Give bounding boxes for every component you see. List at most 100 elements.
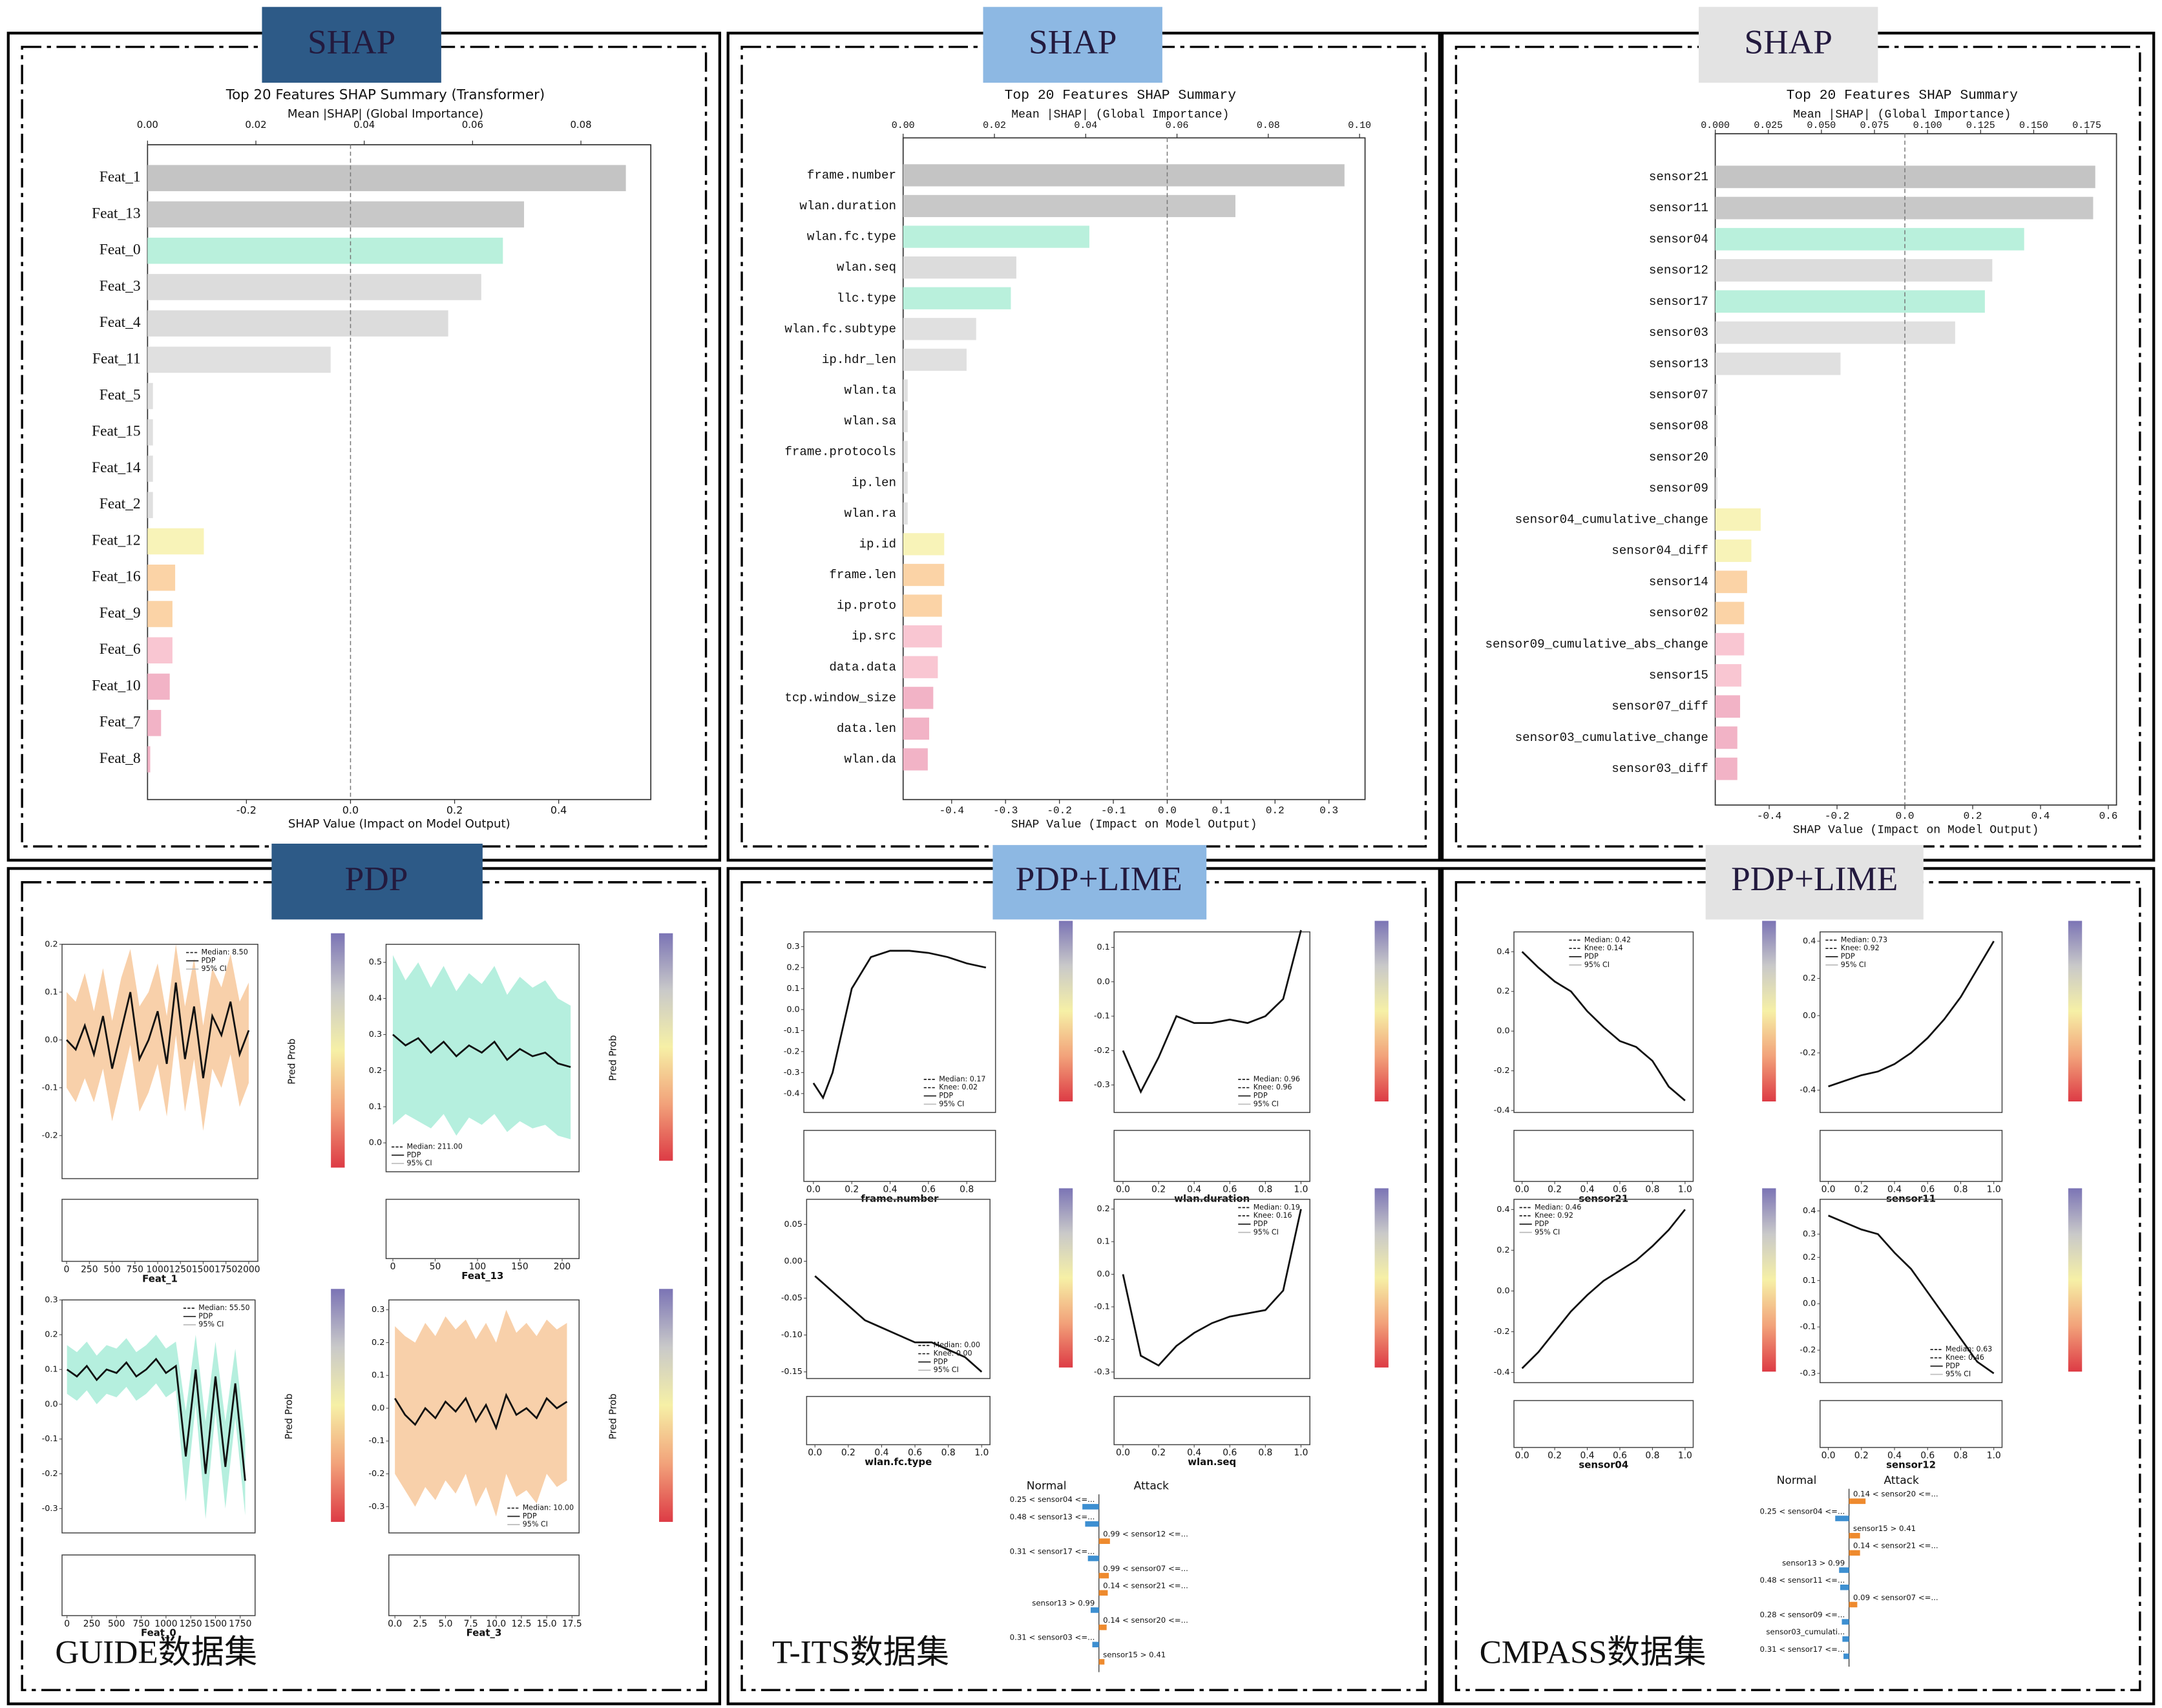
lime-condition: 0.31 < sensor17 <=... [1010, 1547, 1095, 1556]
category-label: sensor11 [1649, 201, 1708, 215]
bottom-tick-label: 0.4 [551, 804, 567, 816]
bar [147, 419, 153, 446]
bar [903, 533, 945, 556]
x-tick-label: 10.0 [486, 1619, 506, 1629]
bar [903, 656, 938, 678]
y-tick-label: 0.1 [369, 1102, 382, 1112]
x-axis-label: SHAP Value (Impact on Model Output) [288, 817, 510, 831]
bottom-tick-label: -0.3 [993, 805, 1018, 817]
x-tick-label: 500 [103, 1264, 120, 1275]
bar [147, 455, 153, 482]
lime-bar [1849, 1601, 1858, 1608]
x-tick-label: 0.8 [1953, 1185, 1968, 1195]
y-tick-label: 0.3 [372, 1305, 384, 1315]
y-tick-label: -0.1 [1094, 1302, 1110, 1311]
x-tick-label: 1500 [192, 1264, 215, 1275]
y-tick-label: -0.3 [42, 1504, 58, 1514]
lime-bar [1843, 1653, 1849, 1660]
category-label: data.data [829, 660, 896, 674]
x-tick-label: 15.0 [537, 1619, 557, 1629]
x-tick-label: 0.8 [1953, 1450, 1968, 1461]
category-label: wlan.duration [799, 199, 896, 213]
category-label: Feat_16 [92, 568, 141, 585]
x-axis-label: Feat_0 [141, 1627, 176, 1639]
category-label: sensor07_diff [1611, 700, 1708, 714]
category-label: frame.protocols [784, 445, 896, 459]
legend-label: 95% CI [202, 964, 227, 973]
legend-label: 95% CI [934, 1366, 959, 1374]
category-label: data.len [837, 722, 896, 736]
category-label: sensor12 [1649, 264, 1708, 278]
legend-label: PDP [1841, 952, 1855, 961]
lime-bar [1098, 1590, 1108, 1596]
category-label: Feat_13 [92, 205, 141, 222]
lime-condition: sensor15 > 0.41 [1103, 1650, 1166, 1659]
ci-band [392, 955, 571, 1140]
bar [1715, 227, 2024, 251]
lime-condition: 0.48 < sensor11 <=... [1760, 1576, 1845, 1585]
bottom-tick-label: 0.2 [1266, 805, 1285, 817]
lime-bar [1098, 1538, 1110, 1545]
x-axis-label: sensor12 [1886, 1459, 1936, 1470]
x-tick-label: 0.0 [808, 1448, 822, 1458]
x-tick-label: 0 [64, 1264, 70, 1275]
y-tick-label: 0.0 [1496, 1286, 1509, 1296]
bottom-tick-label: 0.4 [2031, 811, 2050, 822]
x-tick-label: 0.2 [841, 1448, 855, 1458]
y2-axis-label: Pred Prob [607, 1035, 619, 1081]
lime-bar [1092, 1641, 1099, 1648]
y-tick-label: -0.1 [784, 1026, 800, 1036]
bar [147, 346, 331, 373]
bar [1715, 601, 1745, 625]
category-label: Feat_8 [100, 750, 141, 767]
bottom-tick-label: -0.2 [236, 804, 257, 816]
pdp-line [1828, 941, 1995, 1088]
bottom-tick-label: 0.2 [446, 804, 463, 816]
top-tick-label: 0.025 [1754, 121, 1783, 131]
y-tick-label: 0.1 [1097, 1237, 1109, 1247]
top-tick-label: 0.02 [983, 121, 1006, 131]
lime-condition: 0.25 < sensor04 <=... [1760, 1506, 1845, 1515]
x-tick-label: 1.0 [1987, 1450, 2001, 1461]
x-tick-label: 0.4 [1187, 1185, 1201, 1195]
plot-frame [385, 944, 580, 1172]
legend-label: PDP [1946, 1362, 1960, 1370]
y-tick-label: -0.15 [781, 1367, 803, 1377]
lime-condition: 0.31 < sensor17 <=... [1760, 1645, 1845, 1654]
x-tick-label: 0.6 [1223, 1448, 1237, 1458]
x-tick-label: 1000 [146, 1264, 169, 1275]
category-label: Feat_1 [100, 169, 141, 185]
bar [147, 709, 162, 736]
category-label: Feat_3 [100, 278, 141, 295]
legend-label: Median: 0.17 [939, 1075, 985, 1083]
x-tick-label: 0.4 [1887, 1450, 1902, 1461]
y-tick-label: -0.2 [42, 1130, 58, 1140]
legend-label: 95% CI [1841, 961, 1866, 969]
lime-bar [1085, 1521, 1099, 1527]
bar [903, 748, 928, 771]
category-label: Feat_4 [100, 314, 141, 331]
category-label: wlan.fc.type [807, 230, 896, 244]
bar [903, 379, 908, 402]
category-label: sensor13 [1649, 357, 1708, 371]
x-tick-label: 0.4 [883, 1185, 897, 1195]
legend-label: 95% CI [1254, 1228, 1279, 1236]
lime-condition: 0.14 < sensor20 <=... [1103, 1616, 1188, 1625]
colorbar [1762, 921, 1776, 1102]
bar [903, 441, 908, 463]
y-tick-label: -0.2 [1800, 1346, 1816, 1355]
legend-label: Median: 0.46 [1535, 1203, 1581, 1211]
legend-label: PDP [939, 1092, 953, 1100]
colorbar [331, 933, 345, 1168]
x-tick-label: 0.4 [1187, 1448, 1201, 1458]
bar [903, 502, 908, 525]
header: SHAP [1745, 23, 1832, 61]
legend-label: Median: 0.63 [1946, 1345, 1992, 1353]
top-tick-label: 0.08 [1257, 121, 1280, 131]
top-tick-label: 0.06 [1166, 121, 1189, 131]
pdp-line [1521, 1209, 1686, 1370]
x-tick-label: 0 [390, 1262, 396, 1272]
x-tick-label: 0.8 [1258, 1448, 1272, 1458]
top-tick-label: 0.125 [1966, 121, 1995, 131]
colorbar [1374, 1188, 1389, 1368]
